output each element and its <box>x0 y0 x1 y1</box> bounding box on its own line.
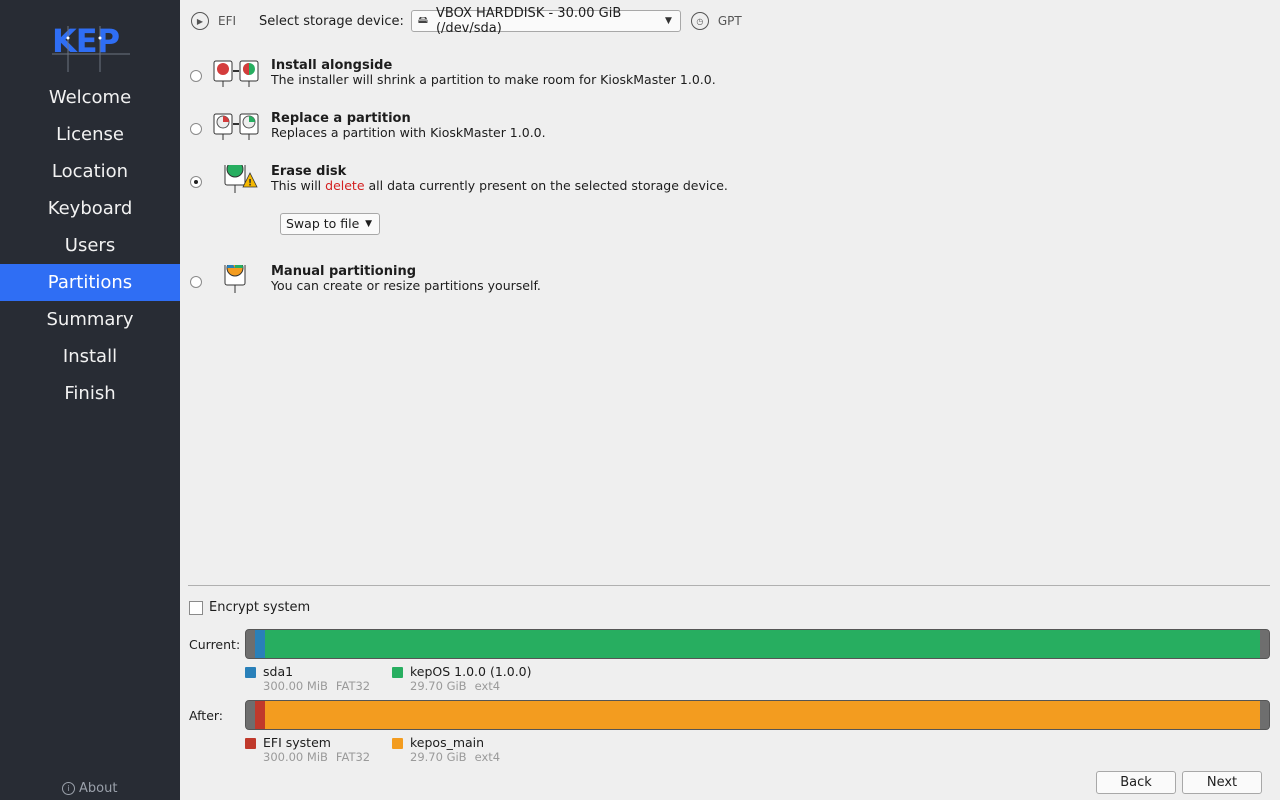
device-select-label: Select storage device: <box>259 13 404 29</box>
svg-text:!: ! <box>248 179 252 189</box>
current-partition-segment <box>264 630 1260 658</box>
sidebar-item-summary: Summary <box>46 309 134 330</box>
sidebar-item-welcome: Welcome <box>48 87 132 108</box>
storage-device-select[interactable]: 🖴 VBOX HARDDISK - 30.00 GiB (/dev/sda) ▼ <box>410 6 681 36</box>
install-alongside-icon <box>213 60 259 87</box>
erase-disk-radio[interactable] <box>190 176 202 188</box>
replace-partition-radio[interactable] <box>190 123 202 135</box>
erase-disk-title: Erase disk <box>271 164 347 179</box>
current-partition-segment <box>255 630 265 658</box>
legend-partition-meta: 300.00 MiB FAT32 <box>263 750 370 764</box>
legend-partition-fs: ext4 <box>474 750 501 764</box>
legend-partition-size: 29.70 GiB <box>410 750 467 764</box>
partition-table-label: GPT <box>717 14 742 28</box>
legend-swatch <box>392 738 403 749</box>
legend-partition-name: kepOS 1.0.0 (1.0.0) <box>410 664 532 679</box>
manual-partitioning-title: Manual partitioning <box>271 264 417 279</box>
legend-swatch <box>245 738 256 749</box>
drive-icon: 🖴 <box>417 14 428 26</box>
chevron-down-icon: ▼ <box>664 16 672 26</box>
chevron-down-icon: ▼ <box>365 219 372 229</box>
sidebar-item-finish: Finish <box>64 383 116 404</box>
storage-device-value: VBOX HARDDISK - 30.00 GiB (/dev/sda) <box>435 6 622 36</box>
back-button[interactable]: Back <box>1096 771 1176 794</box>
legend-partition-size: 29.70 GiB <box>410 679 467 693</box>
after-partition-segment <box>255 701 265 729</box>
legend-partition-name: kepos_main <box>410 735 485 750</box>
next-button[interactable]: Next <box>1182 771 1262 794</box>
manual-partitioning-description: You can create or resize partitions your… <box>271 278 541 293</box>
legend-partition-size: 300.00 MiB <box>263 679 328 693</box>
legend-partition-meta: 29.70 GiB ext4 <box>410 750 500 764</box>
sidebar: KEP Welcome License Location Keyboard Users P… <box>0 0 180 800</box>
current-bar-edge <box>1259 630 1269 658</box>
legend-partition-size: 300.00 MiB <box>263 750 328 764</box>
delete-warning-word: delete <box>325 178 365 193</box>
encrypt-system-label: Encrypt system <box>209 600 311 615</box>
install-alongside-description: The installer will shrink a partition to… <box>271 72 716 87</box>
legend-partition-meta: 300.00 MiB FAT32 <box>263 679 370 693</box>
after-partition-bar <box>245 700 1270 730</box>
swap-select-value: Swap to file <box>286 216 360 231</box>
sidebar-item-install: Install <box>62 346 118 367</box>
step-nav: Welcome License Location Keyboard Users Parti… <box>0 79 180 412</box>
after-layout-label: After: <box>189 708 224 723</box>
option-erase-disk[interactable]: ! Erase disk This will delete all data c… <box>188 164 988 205</box>
legend-swatch <box>392 667 403 678</box>
partitions-page: ▶ EFI Select storage device: 🖴 VBOX HARD… <box>180 0 1280 800</box>
encrypt-system-checkbox[interactable]: Encrypt system <box>189 600 310 615</box>
boot-type-label: EFI <box>218 14 237 28</box>
erase-disk-description: This will delete all data currently pres… <box>271 178 728 193</box>
current-partition-bar <box>245 629 1270 659</box>
option-install-alongside[interactable]: Install alongside The installer will shr… <box>188 58 988 99</box>
sidebar-item-license: License <box>56 124 124 145</box>
option-manual-partitioning[interactable]: Manual partitioning You can create or re… <box>188 264 988 305</box>
kep-logo: KEP <box>52 22 130 72</box>
option-replace-partition[interactable]: Replace a partition Replaces a partition… <box>188 111 988 152</box>
replace-partition-icon <box>213 113 259 140</box>
current-bar-edge <box>246 630 255 658</box>
legend-partition-fs: FAT32 <box>335 750 371 764</box>
erase-disk-icon: ! <box>224 165 258 193</box>
legend-partition-fs: ext4 <box>474 679 501 693</box>
separator <box>188 585 1270 586</box>
info-icon: i <box>62 782 75 795</box>
legend-partition-name: EFI system <box>263 735 331 750</box>
sidebar-item-location: Location <box>51 161 129 182</box>
legend-swatch <box>245 667 256 678</box>
partition-table-icon: ◷ <box>690 12 709 30</box>
legend-partition-meta: 29.70 GiB ext4 <box>410 679 500 693</box>
install-alongside-radio[interactable] <box>190 70 202 82</box>
erase-disk-description-end: all data currently present on the select… <box>364 178 728 193</box>
manual-partitioning-radio[interactable] <box>190 276 202 288</box>
replace-partition-description: Replaces a partition with KioskMaster 1.… <box>271 125 546 140</box>
after-bar-edge <box>246 701 255 729</box>
install-alongside-title: Install alongside <box>271 58 393 73</box>
swap-select[interactable]: Swap to file ▼ <box>280 213 380 235</box>
device-toolbar: ▶ EFI Select storage device: 🖴 VBOX HARD… <box>191 6 742 36</box>
current-layout-label: Current: <box>189 637 241 652</box>
legend-partition-name: sda1 <box>263 664 294 679</box>
sidebar-item-partitions: Partitions <box>0 264 180 301</box>
replace-partition-title: Replace a partition <box>271 111 411 126</box>
about-button[interactable]: i About <box>62 781 117 796</box>
after-partition-segment <box>264 701 1260 729</box>
encrypt-checkbox-box[interactable] <box>189 600 203 615</box>
sidebar-item-keyboard: Keyboard <box>47 198 133 219</box>
legend-partition-fs: FAT32 <box>335 679 371 693</box>
erase-disk-description-start: This will <box>271 178 326 193</box>
after-bar-edge <box>1259 701 1269 729</box>
manual-partitioning-icon <box>224 265 246 293</box>
sidebar-item-users: Users <box>64 235 116 256</box>
about-label: About <box>79 781 118 796</box>
boot-type-icon: ▶ <box>191 12 209 30</box>
